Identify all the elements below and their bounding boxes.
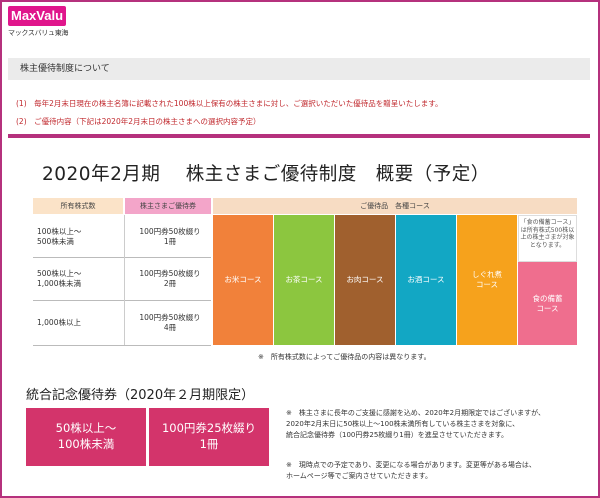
row3-count: 1,000株以上 (37, 317, 81, 327)
course-tea: お茶コース (274, 215, 334, 345)
course-sake: お酒コース (396, 215, 456, 345)
logo-wordmark: MaxValu (8, 6, 66, 26)
row-divider (33, 300, 211, 301)
row-divider (33, 257, 211, 258)
row2-voucher: 100円券50枚綴り 2冊 (139, 268, 201, 288)
note-contents: (2) ご優待内容（下記は2020年2月末日の株主さまへの選択内容予定） (16, 117, 261, 126)
note-eligibility: (1) 毎年2月末日現在の株主名簿に記載された100株以上保有の株主さまに対し、… (16, 99, 443, 108)
benefit-panel: 2020年2月期 株主さまご優待制度 概要（予定） 所有株式数 株主さまご優待券… (8, 134, 590, 490)
footnote-share-count: ※ 所有株式数によってご優待品の内容は異なります。 (258, 353, 431, 361)
course-shigure: しぐれ煮 コース (457, 215, 517, 345)
header-gift-courses: ご優待品 各種コース (213, 198, 577, 214)
commemorative-note: ※ 株主さまに長年のご支援に感謝を込め、2020年2月期限定ではございますが、 … (286, 409, 545, 439)
header-share-count: 所有株式数 (33, 198, 123, 214)
course-rice: お米コース (213, 215, 273, 345)
course-meat: お肉コース (335, 215, 395, 345)
course-food-stockpile: 食の備蓄 コース (518, 262, 577, 345)
section-title-bar: 株主優待制度について (8, 58, 590, 80)
commemorative-share-range: 50株以上～ 100株未満 (26, 408, 146, 466)
header-voucher: 株主さまご優待券 (125, 198, 211, 214)
change-notice: ※ 現時点での予定であり、変更になる場合があります。変更等がある場合は、 ホーム… (286, 461, 536, 480)
row-divider (33, 345, 211, 346)
commemorative-voucher: 100円券25枚綴り 1冊 (149, 408, 269, 466)
maxvalu-logo[interactable]: MaxValu マックスバリュ東海 (8, 6, 74, 40)
logo-subtitle: マックスバリュ東海 (8, 29, 69, 37)
row2-count: 500株以上～ 1,000株未満 (37, 268, 82, 288)
row3-voucher: 100円券50枚綴り 4冊 (139, 312, 201, 332)
commemorative-title: 統合記念優待券（2020年２月期限定） (26, 388, 255, 403)
bichiku-eligibility-note: 「食の備蓄コース」は所有株式500株以上の株主さまが対象となります。 (518, 215, 577, 262)
column-divider (124, 215, 125, 345)
row1-voucher: 100円券50枚綴り 1冊 (139, 226, 201, 246)
row1-count: 100株以上～ 500株未満 (37, 226, 82, 246)
main-title: 2020年2月期 株主さまご優待制度 概要（予定） (42, 164, 490, 185)
